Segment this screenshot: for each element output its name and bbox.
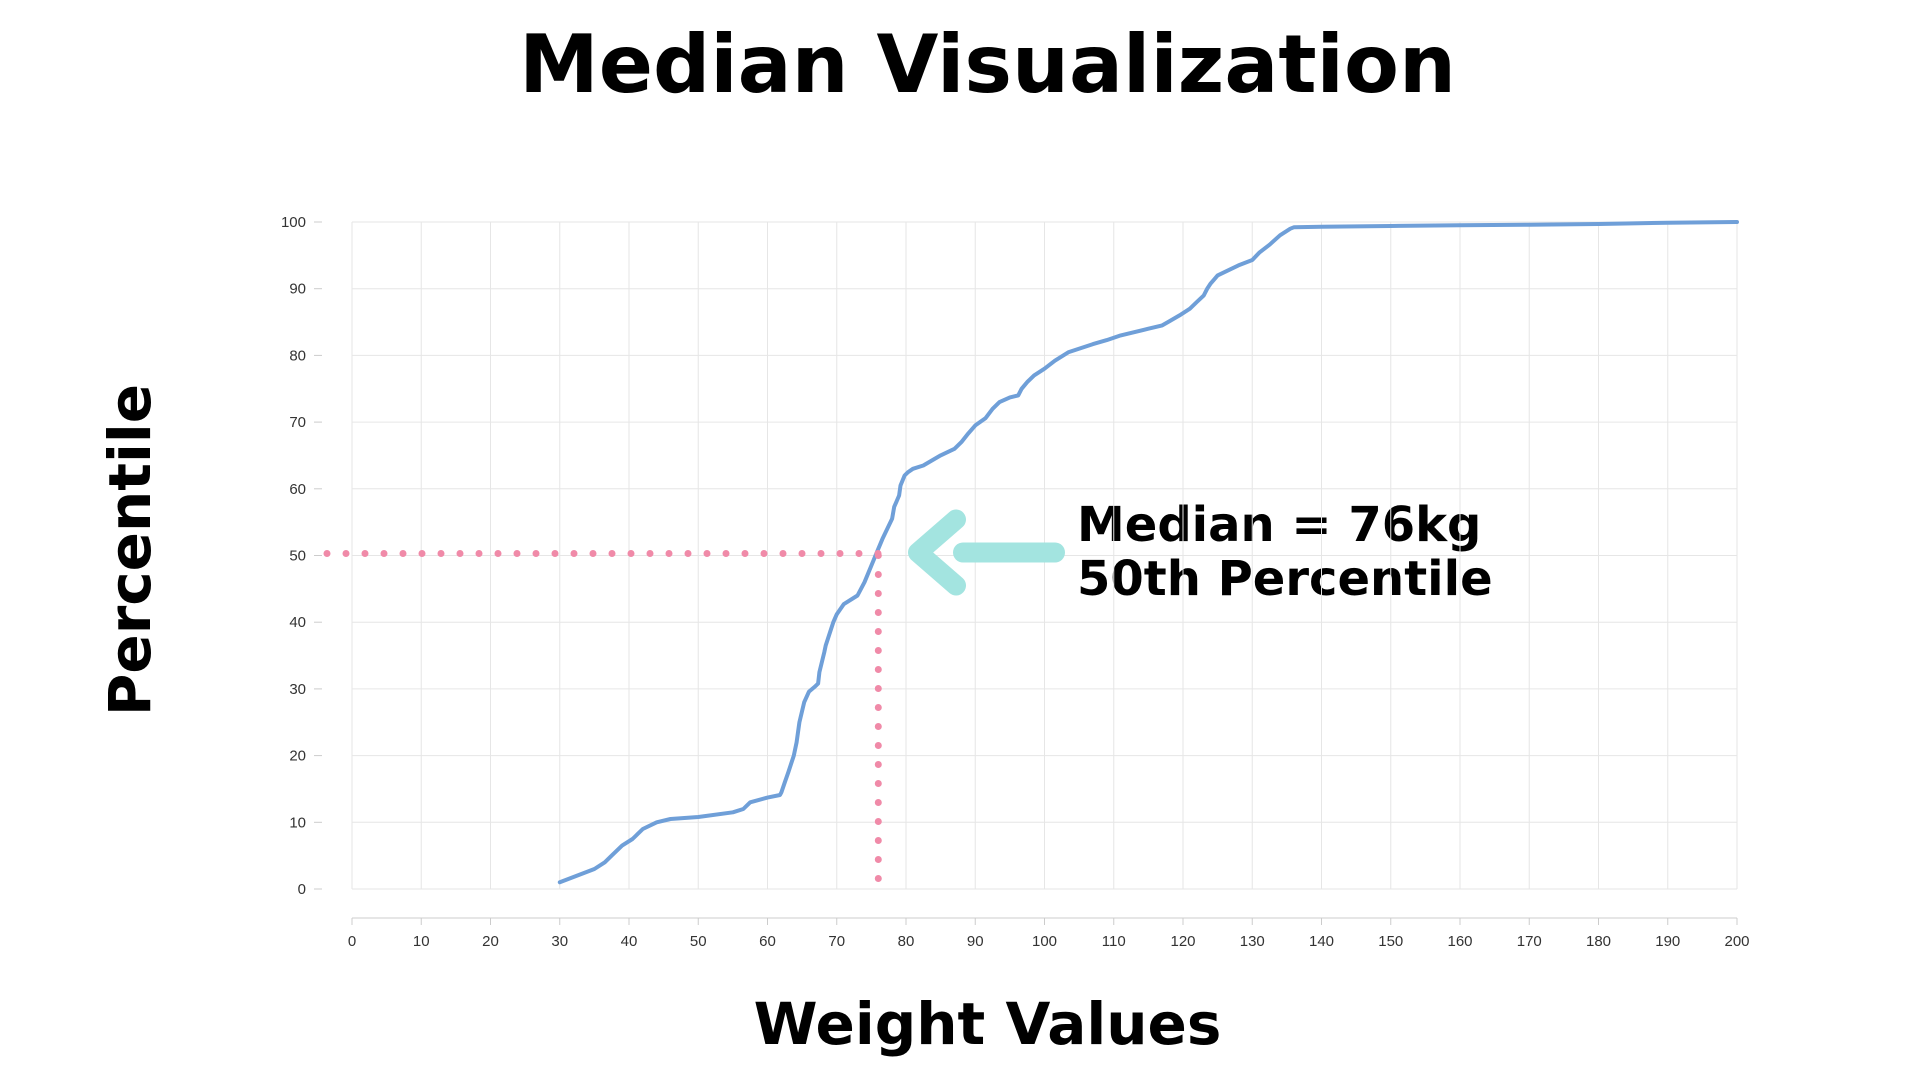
y-tick-label: 0 bbox=[298, 881, 306, 898]
x-tick-label: 70 bbox=[828, 933, 845, 950]
y-tick-label: 10 bbox=[289, 814, 306, 831]
y-tick-label: 90 bbox=[289, 281, 306, 298]
x-tick-label: 60 bbox=[759, 933, 776, 950]
x-tick-label: 40 bbox=[621, 933, 638, 950]
x-tick-label: 130 bbox=[1240, 933, 1265, 950]
data-line bbox=[560, 222, 1737, 882]
y-tick-label: 60 bbox=[289, 481, 306, 498]
x-tick-label: 140 bbox=[1309, 933, 1334, 950]
y-tick-label: 40 bbox=[289, 614, 306, 631]
x-tick-label: 50 bbox=[690, 933, 707, 950]
y-tick-label: 70 bbox=[289, 414, 306, 431]
x-tick-label: 0 bbox=[348, 933, 356, 950]
y-tick-label: 30 bbox=[289, 681, 306, 698]
y-tick-label: 100 bbox=[281, 214, 306, 231]
y-tick-label: 50 bbox=[289, 548, 306, 565]
x-tick-label: 30 bbox=[551, 933, 568, 950]
x-tick-label: 20 bbox=[482, 933, 499, 950]
x-tick-label: 170 bbox=[1517, 933, 1542, 950]
x-tick-label: 100 bbox=[1032, 933, 1057, 950]
x-tick-label: 80 bbox=[898, 933, 915, 950]
x-tick-label: 200 bbox=[1724, 933, 1749, 950]
x-tick-label: 110 bbox=[1102, 933, 1126, 950]
y-tick-label: 20 bbox=[289, 748, 306, 765]
x-tick-label: 160 bbox=[1447, 933, 1472, 950]
x-tick-label: 180 bbox=[1586, 933, 1611, 950]
y-tick-label: 80 bbox=[289, 347, 306, 364]
x-tick-label: 90 bbox=[967, 933, 984, 950]
x-tick-label: 10 bbox=[413, 933, 430, 950]
x-tick-label: 150 bbox=[1378, 933, 1403, 950]
x-tick-label: 190 bbox=[1655, 933, 1680, 950]
x-tick-label: 120 bbox=[1170, 933, 1195, 950]
median-arrow bbox=[918, 520, 1055, 586]
